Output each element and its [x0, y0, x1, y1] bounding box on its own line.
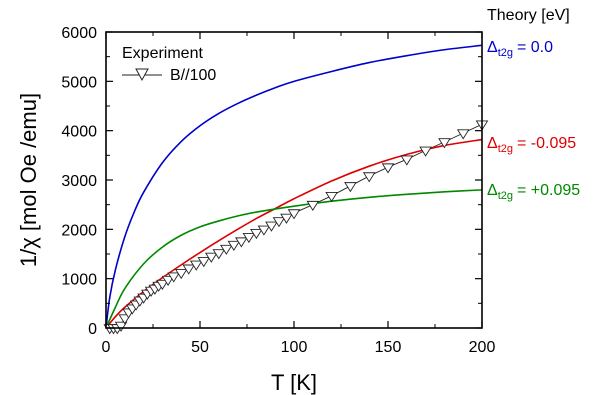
- series-label-delta-neg: Δt2g = -0.095: [487, 135, 576, 155]
- data-point-experiment: [161, 275, 175, 287]
- data-point-experiment: [250, 229, 263, 240]
- x-tick-label: 100: [281, 339, 308, 356]
- data-point-experiment: [235, 237, 248, 248]
- data-point-experiment: [306, 200, 320, 212]
- data-point-experiment: [227, 240, 241, 251]
- y-tick-label: 0: [88, 321, 97, 338]
- data-point-experiment: [419, 146, 432, 157]
- x-axis-label: T [K]: [271, 370, 317, 395]
- data-point-experiment: [242, 232, 256, 244]
- data-point-experiment: [167, 272, 180, 283]
- x-tick-label: 50: [191, 339, 209, 356]
- data-point-experiment: [438, 138, 451, 149]
- data-point-experiment: [344, 182, 357, 193]
- data-point-experiment: [287, 209, 301, 220]
- y-axis-label: 1/χ [mol Oe /emu]: [16, 93, 41, 267]
- legend-entry-label: B//100: [170, 67, 216, 84]
- y-tick-label: 1000: [61, 272, 97, 289]
- y-tick-label: 6000: [61, 25, 97, 42]
- data-point-experiment: [400, 155, 414, 166]
- data-point-experiment: [280, 213, 293, 224]
- data-point-experiment: [114, 321, 128, 332]
- x-tick-label: 0: [102, 339, 111, 356]
- x-tick-label: 150: [375, 339, 402, 356]
- theory-header: Theory [eV]: [487, 7, 570, 24]
- data-point-experiment: [212, 249, 226, 260]
- data-point-experiment: [456, 129, 470, 140]
- data-point-experiment: [325, 192, 338, 203]
- x-tick-label: 200: [469, 339, 496, 356]
- y-tick-label: 2000: [61, 222, 97, 239]
- legend-title: Experiment: [122, 45, 203, 62]
- y-tick-label: 3000: [61, 173, 97, 190]
- data-point-experiment: [189, 260, 203, 271]
- series-label-delta-0: Δt2g = 0.0: [487, 39, 553, 59]
- data-point-experiment: [174, 268, 188, 280]
- data-point-experiment: [197, 257, 211, 268]
- legend-marker: [135, 68, 149, 82]
- y-tick-label: 4000: [61, 124, 97, 141]
- series-label-delta-pos: Δt2g = +0.095: [487, 182, 580, 202]
- data-point-experiment: [381, 163, 395, 174]
- data-point-experiment: [182, 264, 196, 275]
- y-tick-label: 5000: [61, 74, 97, 91]
- data-point-experiment: [257, 225, 271, 236]
- data-point-experiment: [265, 221, 278, 232]
- data-point-experiment: [156, 279, 169, 290]
- series-line-theory-3: [106, 189, 482, 328]
- data-point-experiment: [362, 172, 376, 183]
- series-line-theory-1: [106, 44, 482, 328]
- data-point-experiment: [204, 252, 218, 263]
- data-point-experiment: [118, 314, 132, 325]
- data-point-experiment: [220, 244, 233, 255]
- data-point-experiment: [272, 217, 286, 228]
- series-line-theory-2: [106, 138, 482, 328]
